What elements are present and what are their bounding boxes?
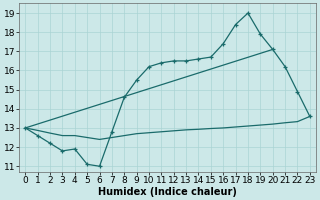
X-axis label: Humidex (Indice chaleur): Humidex (Indice chaleur): [98, 187, 237, 197]
